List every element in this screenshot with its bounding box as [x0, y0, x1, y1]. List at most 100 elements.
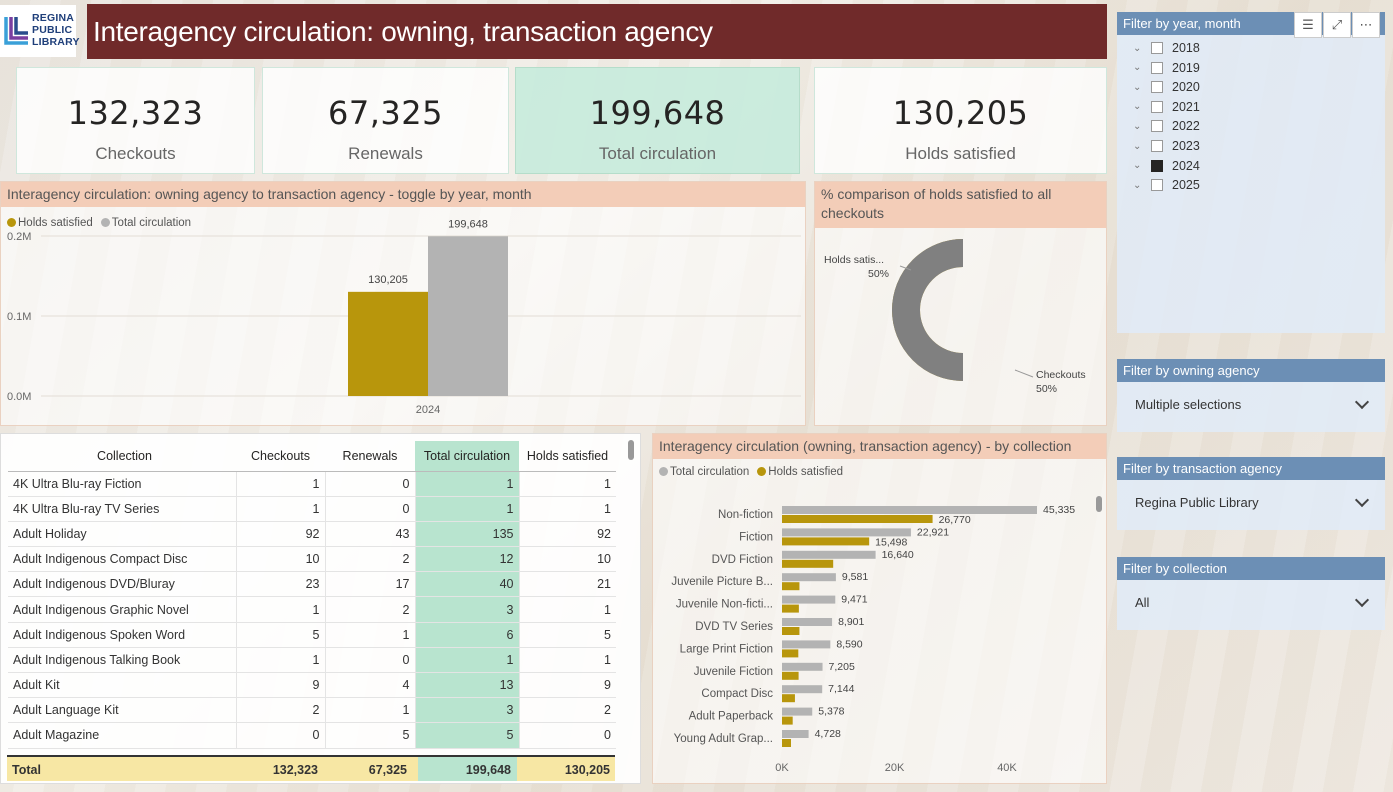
table-row[interactable]: Adult Indigenous Compact Disc 10 2 12 10: [8, 546, 616, 573]
expand-chevron-icon[interactable]: ⌄: [1133, 101, 1142, 113]
expand-chevron-icon[interactable]: ⌄: [1133, 42, 1142, 54]
header-holds-satisfied[interactable]: Holds satisfied: [519, 441, 616, 472]
more-options-icon[interactable]: ⋯: [1352, 12, 1380, 38]
header-renewals[interactable]: Renewals: [325, 441, 415, 472]
collection-table[interactable]: Collection Checkouts Renewals Total circ…: [0, 433, 641, 784]
collection-slicer[interactable]: Filter by collection All: [1117, 557, 1385, 630]
table-row[interactable]: Adult Language Kit 2 1 3 2: [8, 697, 616, 724]
year-checkbox[interactable]: [1151, 120, 1163, 133]
table-row[interactable]: Adult Indigenous DVD/Bluray 23 17 40 21: [8, 571, 616, 598]
kpi-label: Total circulation: [598, 144, 717, 163]
year-checkbox[interactable]: [1151, 100, 1163, 113]
table-row[interactable]: Adult Indigenous Spoken Word 5 1 6 5: [8, 622, 616, 648]
bar-total-circulation: [782, 618, 833, 626]
cell-total-circulation: 1: [415, 647, 520, 674]
year-label: 2025: [1172, 178, 1200, 193]
cell-collection: Adult Indigenous DVD/Bluray: [8, 571, 237, 598]
kpi-holds-satisfied[interactable]: 130,205 Holds satisfied: [814, 67, 1107, 174]
header-checkouts[interactable]: Checkouts: [236, 441, 325, 472]
year-item-2021[interactable]: ⌄ 2021: [1133, 100, 1200, 114]
cell-total-circulation: 135: [415, 521, 520, 548]
year-checkbox[interactable]: [1151, 42, 1163, 54]
cell-renewals: 0: [325, 471, 416, 497]
kpi-renewals[interactable]: 67,325 Renewals: [262, 67, 509, 174]
bar-total-circulation: [782, 662, 823, 671]
donut-chart-panel[interactable]: % comparison of holds satisfied to all c…: [814, 181, 1107, 426]
year-checkbox[interactable]: [1151, 81, 1163, 94]
y-tick-label: 0.0M: [7, 391, 31, 403]
cell-collection: 4K Ultra Blu-ray TV Series: [8, 496, 237, 522]
expand-chevron-icon[interactable]: ⌄: [1133, 160, 1142, 172]
cell-checkouts: 9: [236, 672, 326, 699]
kpi-checkouts[interactable]: 132,323 Checkouts: [16, 67, 255, 174]
cell-holds-satisfied: 1: [519, 471, 616, 497]
year-item-2018[interactable]: ⌄ 2018: [1133, 41, 1200, 55]
bar-total-circulation: [782, 640, 831, 649]
logo-line-3: LIBRARY: [32, 36, 80, 48]
expand-chevron-icon[interactable]: ⌄: [1133, 120, 1142, 132]
year-checkbox[interactable]: [1151, 61, 1163, 74]
legend-total[interactable]: Total circulation: [100, 217, 191, 229]
chevron-down-icon[interactable]: [1354, 592, 1370, 608]
expand-chevron-icon[interactable]: ⌄: [1133, 81, 1142, 93]
year-item-2023[interactable]: ⌄ 2023: [1133, 139, 1200, 153]
year-checkbox[interactable]: [1151, 159, 1163, 172]
kpi-total-circulation[interactable]: 199,648 Total circulation: [515, 67, 800, 174]
table-row[interactable]: Adult Indigenous Graphic Novel 1 2 3 1: [8, 596, 616, 623]
year-month-slicer[interactable]: Filter by year, month ⌄ 2018 ⌄ 2019 ⌄ 2020 ⌄ 20…: [1117, 12, 1385, 333]
header-total-circulation[interactable]: Total circulation: [415, 441, 519, 472]
focus-mode-icon[interactable]: ⤢: [1323, 12, 1351, 38]
cell-renewals: 17: [325, 571, 416, 598]
year-item-2020[interactable]: ⌄ 2020: [1133, 80, 1200, 94]
filter-icon[interactable]: ☰: [1294, 12, 1322, 38]
expand-chevron-icon[interactable]: ⌄: [1133, 140, 1142, 152]
collection-dropdown[interactable]: All: [1117, 580, 1385, 630]
legend-holds[interactable]: Holds satisfied: [757, 466, 843, 478]
data-label: 199,648: [448, 218, 488, 230]
cell-holds-satisfied: 2: [519, 697, 616, 724]
transaction-agency-slicer[interactable]: Filter by transaction agency Regina Publ…: [1117, 457, 1385, 530]
owning-agency-dropdown[interactable]: Multiple selections: [1117, 382, 1385, 432]
data-label: 130,205: [368, 274, 408, 286]
transaction-agency-dropdown[interactable]: Regina Public Library: [1117, 480, 1385, 530]
data-label: 7,205: [829, 661, 855, 673]
legend-total[interactable]: Total circulation: [659, 466, 749, 478]
table-row[interactable]: 4K Ultra Blu-ray TV Series 1 0 1 1: [8, 496, 616, 522]
owning-agency-slicer[interactable]: Filter by owning agency Multiple selecti…: [1117, 359, 1385, 432]
year-checkbox[interactable]: [1151, 140, 1163, 152]
kpi-value: 67,325: [328, 94, 443, 132]
bar-holds-satisfied: [782, 694, 795, 703]
table-row[interactable]: Adult Kit 9 4 13 9: [8, 672, 616, 699]
donut-label-percent: 50%: [1036, 383, 1057, 395]
expand-chevron-icon[interactable]: ⌄: [1133, 179, 1142, 191]
cell-renewals: 2: [325, 546, 416, 573]
hbar-scrollbar[interactable]: [1096, 496, 1102, 512]
cell-checkouts: 1: [236, 596, 326, 623]
year-checkbox[interactable]: [1151, 179, 1163, 192]
table-row[interactable]: Adult Holiday 92 43 135 92: [8, 521, 616, 548]
data-label: 5,378: [818, 706, 844, 718]
legend-holds[interactable]: Holds satisfied: [7, 217, 93, 229]
year-item-2022[interactable]: ⌄ 2022: [1133, 119, 1200, 133]
cell-total-circulation: 5: [415, 722, 520, 749]
year-item-2024[interactable]: ⌄ 2024: [1133, 159, 1200, 173]
table-row[interactable]: Adult Magazine 0 5 5 0: [8, 722, 616, 749]
y-tick-label: 0.2M: [7, 231, 31, 243]
hbar-chart-panel[interactable]: Interagency circulation (owning, transac…: [652, 433, 1107, 784]
legend-dot-icon: [757, 467, 767, 476]
expand-chevron-icon[interactable]: ⌄: [1133, 62, 1142, 74]
label-leader: [899, 265, 912, 271]
table-row[interactable]: Adult Indigenous Talking Book 1 0 1 1: [8, 647, 616, 674]
year-item-2025[interactable]: ⌄ 2025: [1133, 178, 1200, 192]
bar-total-circulation: [782, 730, 809, 738]
table-row[interactable]: 4K Ultra Blu-ray Fiction 1 0 1 1: [8, 471, 616, 497]
chevron-down-icon[interactable]: [1354, 394, 1370, 410]
bar-chart-legend[interactable]: Holds satisfied Total circulation: [7, 217, 191, 229]
year-item-2019[interactable]: ⌄ 2019: [1133, 61, 1200, 75]
year-label: 2024: [1172, 158, 1200, 173]
chevron-down-icon[interactable]: [1354, 492, 1370, 508]
bar-chart-panel[interactable]: Interagency circulation: owning agency t…: [0, 181, 806, 426]
header-collection[interactable]: Collection: [8, 441, 236, 472]
table-scrollbar[interactable]: [628, 440, 634, 460]
hbar-chart-legend[interactable]: Total circulation Holds satisfied: [659, 466, 843, 478]
